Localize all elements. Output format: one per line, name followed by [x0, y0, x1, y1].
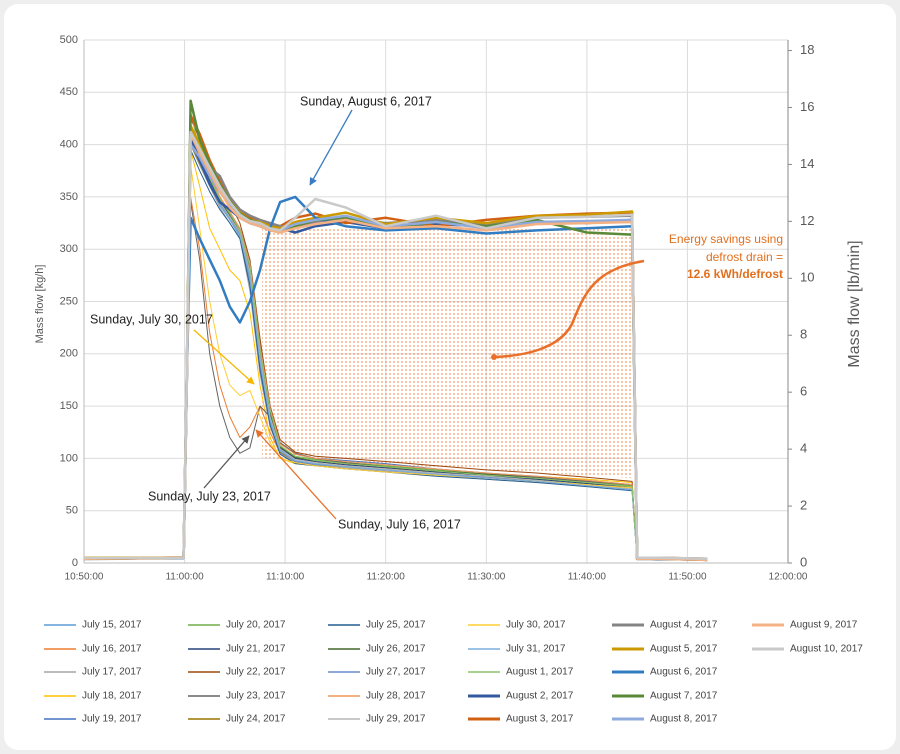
- legend-label: July 29, 2017: [366, 714, 426, 725]
- arrow: [193, 329, 255, 385]
- y-tick-label: 400: [60, 139, 78, 151]
- y-tick-label: 350: [60, 191, 78, 203]
- legend-label: July 21, 2017: [226, 644, 286, 655]
- legend-label: July 16, 2017: [82, 644, 142, 655]
- annotation: defrost drain =: [706, 250, 783, 264]
- y2-tick-label: 0: [800, 554, 807, 569]
- legend-label: August 1, 2017: [506, 667, 574, 678]
- legend-label: July 19, 2017: [82, 714, 142, 725]
- legend-label: July 17, 2017: [82, 667, 142, 678]
- legend-label: July 26, 2017: [366, 644, 426, 655]
- legend-label: July 28, 2017: [366, 691, 426, 702]
- series-line: [84, 124, 708, 561]
- y2-tick-label: 14: [800, 156, 814, 171]
- legend-label: July 25, 2017: [366, 620, 426, 631]
- y-axis-title: Mass flow [kg/h]: [34, 265, 46, 344]
- series-line: [83, 132, 708, 562]
- callout-dot: [491, 354, 497, 360]
- legend-label: July 27, 2017: [366, 667, 426, 678]
- series-line: [84, 130, 708, 561]
- lines: [83, 99, 708, 562]
- y2-axis-title: Mass flow [lb/min]: [846, 240, 863, 367]
- legend-label: August 8, 2017: [650, 714, 718, 725]
- y2-tick-label: 18: [800, 42, 814, 57]
- y-tick-label: 100: [60, 452, 78, 464]
- annotation: Sunday, July 23, 2017: [148, 489, 271, 503]
- legend-label: August 2, 2017: [506, 691, 574, 702]
- y2-tick-label: 2: [800, 497, 807, 512]
- legend-label: July 15, 2017: [82, 620, 142, 631]
- legend: July 15, 2017 July 16, 2017 July 17, 2017 J…: [44, 620, 863, 725]
- series-line: [84, 195, 708, 561]
- legend-label: August 9, 2017: [790, 620, 858, 631]
- y2-tick-label: 8: [800, 327, 807, 342]
- savings-area: [262, 228, 632, 478]
- legend-label: August 7, 2017: [650, 691, 718, 702]
- annotation: Sunday, July 30, 2017: [90, 312, 213, 326]
- arrow: [309, 109, 353, 186]
- y-tick-label: 500: [60, 34, 78, 46]
- y-tick-label: 300: [60, 243, 78, 255]
- x-tick-label: 11:40:00: [568, 572, 607, 583]
- legend-label: July 18, 2017: [82, 691, 142, 702]
- y2-tick-label: 6: [800, 384, 807, 399]
- annotation: 12.6 kWh/defrost: [687, 267, 783, 281]
- callout: [493, 259, 645, 359]
- y2-tick-label: 12: [800, 213, 814, 228]
- y-tick-label: 0: [72, 557, 78, 569]
- y2-tick-label: 4: [800, 441, 807, 456]
- x-tick-label: 11:30:00: [467, 572, 506, 583]
- y-tick-label: 450: [60, 86, 78, 98]
- annotation: Energy savings using: [669, 232, 783, 246]
- x-tick-label: 10:50:00: [65, 572, 104, 583]
- x-tick-label: 11:10:00: [266, 572, 305, 583]
- legend-label: July 31, 2017: [506, 644, 566, 655]
- legend-label: August 6, 2017: [650, 667, 718, 678]
- x-tick-label: 11:00:00: [165, 572, 204, 583]
- arrow: [255, 429, 337, 520]
- series-line: [84, 149, 708, 561]
- y-tick-label: 150: [60, 400, 78, 412]
- legend-label: August 4, 2017: [650, 620, 718, 631]
- legend-label: July 30, 2017: [506, 620, 566, 631]
- annotation: Sunday, July 16, 2017: [338, 517, 461, 531]
- card: 0 50 100 150 200 250 300 350 400 450 500 0 2 4 6 8 10 12 1…: [4, 4, 896, 750]
- legend-label: July 20, 2017: [226, 620, 286, 631]
- legend-label: August 10, 2017: [790, 644, 863, 655]
- legend-label: July 23, 2017: [226, 691, 286, 702]
- y-tick-label: 200: [60, 348, 78, 360]
- x-tick-label: 11:20:00: [367, 572, 406, 583]
- legend-label: August 5, 2017: [650, 644, 718, 655]
- arrow: [203, 435, 250, 489]
- x-tick-label: 11:50:00: [668, 572, 707, 583]
- annotation: Sunday, August 6, 2017: [300, 94, 432, 108]
- x-tick-label: 12:00:00: [769, 572, 808, 583]
- legend-label: July 24, 2017: [226, 714, 286, 725]
- y-tick-label: 50: [66, 505, 78, 517]
- legend-label: August 3, 2017: [506, 714, 574, 725]
- y-tick-label: 250: [60, 295, 78, 307]
- y2-tick-label: 10: [800, 270, 814, 285]
- legend-label: July 22, 2017: [226, 667, 286, 678]
- chart: 0 50 100 150 200 250 300 350 400 450 500 0 2 4 6 8 10 12 1…: [34, 34, 863, 725]
- y2-tick-label: 16: [800, 99, 814, 114]
- series-line: [84, 165, 708, 560]
